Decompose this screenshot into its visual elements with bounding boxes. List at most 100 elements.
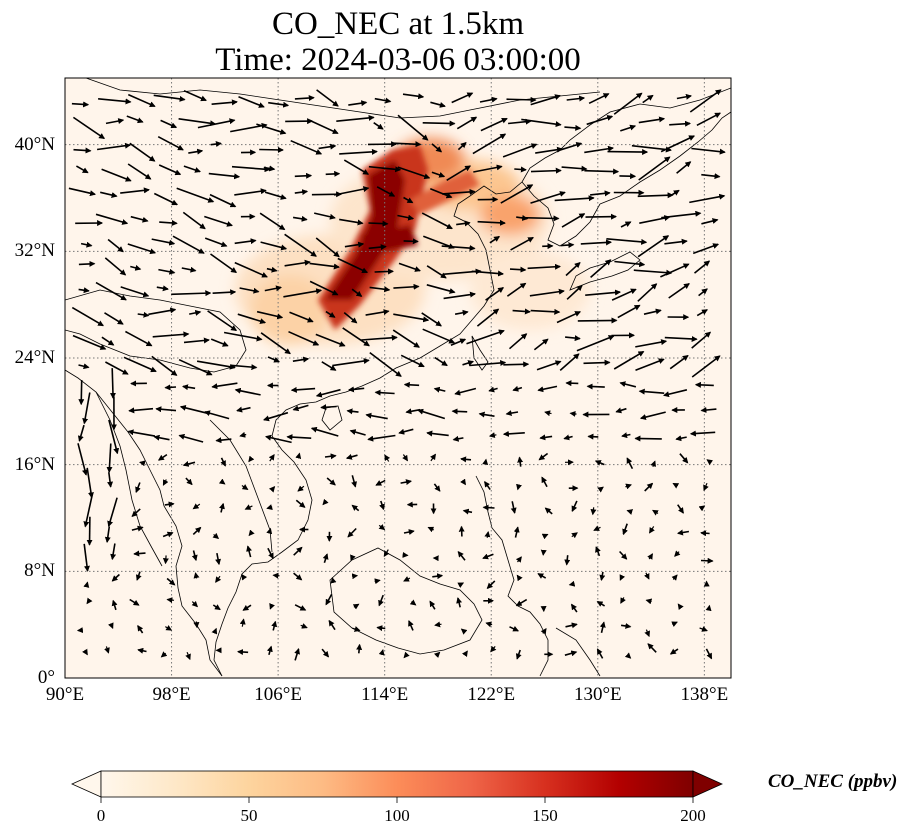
wind-arrow-121 xyxy=(95,213,129,225)
wind-arrow-523 xyxy=(596,600,606,607)
wind-arrow-308 xyxy=(619,381,637,388)
wind-arrow-385 xyxy=(107,471,114,488)
wind-arrow-339 xyxy=(153,434,170,441)
wind-arrow-344 xyxy=(286,434,312,441)
wind-arrow-551 xyxy=(699,626,708,632)
wind-arrow-217 xyxy=(104,312,124,325)
wind-arrow-336 xyxy=(77,424,85,442)
wind-arrow-345 xyxy=(310,426,339,437)
wind-arrow-142 xyxy=(661,210,702,219)
wind-arrow-311 xyxy=(694,381,714,388)
wind-arrow-273 xyxy=(321,361,337,371)
wind-arrow-209 xyxy=(529,288,565,297)
wind-arrow-462 xyxy=(246,545,252,558)
wind-arrow-367 xyxy=(268,453,275,462)
wind-arrow-13 xyxy=(430,101,446,108)
wind-arrow-197 xyxy=(212,289,237,296)
wind-arrow-43 xyxy=(586,115,614,126)
wind-arrow-34 xyxy=(336,114,375,122)
wind-arrow-476 xyxy=(619,550,628,560)
wind-arrow-75 xyxy=(158,164,182,176)
wind-arrow-495 xyxy=(486,580,496,590)
colorbar-label: CO_NEC (ppbv) xyxy=(768,771,898,792)
wind-arrow-502 xyxy=(671,574,678,581)
map-frame xyxy=(64,77,732,679)
wind-arrow-563 xyxy=(378,649,385,656)
wind-arrow-546 xyxy=(565,622,578,629)
wind-arrow-486 xyxy=(241,573,248,581)
wind-arrow-36 xyxy=(397,114,429,141)
wind-arrow-492 xyxy=(403,576,411,582)
wind-arrow-245 xyxy=(210,338,229,347)
wind-arrow-192 xyxy=(78,287,90,294)
wind-arrow-347 xyxy=(367,434,396,442)
wind-arrow-512 xyxy=(294,604,307,611)
wind-arrow-525 xyxy=(645,598,653,605)
wind-arrow-392 xyxy=(297,485,305,492)
wind-arrow-457 xyxy=(110,543,117,561)
wind-arrow-395 xyxy=(375,479,386,486)
wind-arrow-223 xyxy=(256,310,284,320)
wind-arrow-453 xyxy=(649,526,655,534)
wind-arrow-460 xyxy=(191,550,198,562)
wind-arrow-19 xyxy=(588,93,610,105)
wind-arrow-522 xyxy=(570,603,578,613)
wind-arrow-489 xyxy=(330,577,337,584)
wind-arrow-298 xyxy=(348,386,365,393)
colorbar-tick-4: 200 xyxy=(680,806,706,825)
colorbar-tick-2: 100 xyxy=(384,806,410,825)
wind-arrow-9 xyxy=(316,89,339,107)
wind-arrow-340 xyxy=(178,433,204,443)
wind-arrow-450 xyxy=(571,532,578,539)
wind-arrow-403 xyxy=(597,486,604,493)
colorbar-tick-1: 50 xyxy=(240,806,258,825)
wind-arrow-227 xyxy=(365,309,390,316)
wind-arrow-275 xyxy=(369,351,402,377)
wind-arrow-203 xyxy=(369,286,391,293)
wind-arrow-515 xyxy=(378,594,384,607)
wind-arrow-219 xyxy=(148,307,177,316)
wind-arrow-145 xyxy=(107,238,124,253)
wind-arrow-90 xyxy=(561,165,588,172)
wind-arrow-137 xyxy=(521,215,560,222)
wind-arrow-535 xyxy=(271,620,278,631)
wind-arrow-155 xyxy=(368,244,387,251)
wind-arrow-73 xyxy=(101,168,132,182)
wind-arrow-542 xyxy=(460,628,468,635)
wind-arrow-276 xyxy=(400,354,425,368)
wind-arrow-315 xyxy=(155,406,177,413)
wind-arrow-409 xyxy=(107,497,118,528)
wind-arrow-431 xyxy=(698,505,706,512)
wind-arrow-574 xyxy=(669,648,679,655)
wind-arrow-283 xyxy=(583,359,611,366)
wind-arrow-369 xyxy=(324,453,337,460)
wind-arrow-117 xyxy=(637,192,674,199)
wind-arrow-506 xyxy=(129,598,140,606)
wind-arrow-114 xyxy=(554,195,595,202)
wind-arrow-373 xyxy=(430,453,436,462)
wind-arrow-282 xyxy=(559,353,580,372)
wind-arrow-320 xyxy=(292,404,309,412)
wind-arrow-381 xyxy=(650,460,657,468)
wind-arrow-94 xyxy=(676,161,692,174)
wind-arrow-291 xyxy=(164,384,177,391)
wind-arrow-45 xyxy=(638,116,666,124)
wind-arrow-314 xyxy=(128,407,154,414)
wind-arrow-108 xyxy=(403,196,414,204)
wind-arrow-193 xyxy=(95,281,127,301)
coastlines xyxy=(65,78,731,677)
wind-arrow-88 xyxy=(514,166,527,173)
wind-arrow-514 xyxy=(352,603,360,610)
wind-arrow-379 xyxy=(594,460,605,466)
wind-arrow-304 xyxy=(512,385,523,392)
wind-arrow-152 xyxy=(284,233,317,257)
wind-arrow-241 xyxy=(101,336,115,346)
wind-arrow-153 xyxy=(315,237,340,258)
wind-arrow-211 xyxy=(585,289,621,296)
wind-arrow-188 xyxy=(614,260,646,268)
wind-arrow-270 xyxy=(230,364,258,371)
wind-arrow-263 xyxy=(691,331,712,349)
wind-arrow-348 xyxy=(398,428,414,435)
wind-arrow-249 xyxy=(315,333,346,347)
wind-arrow-510 xyxy=(242,604,252,611)
